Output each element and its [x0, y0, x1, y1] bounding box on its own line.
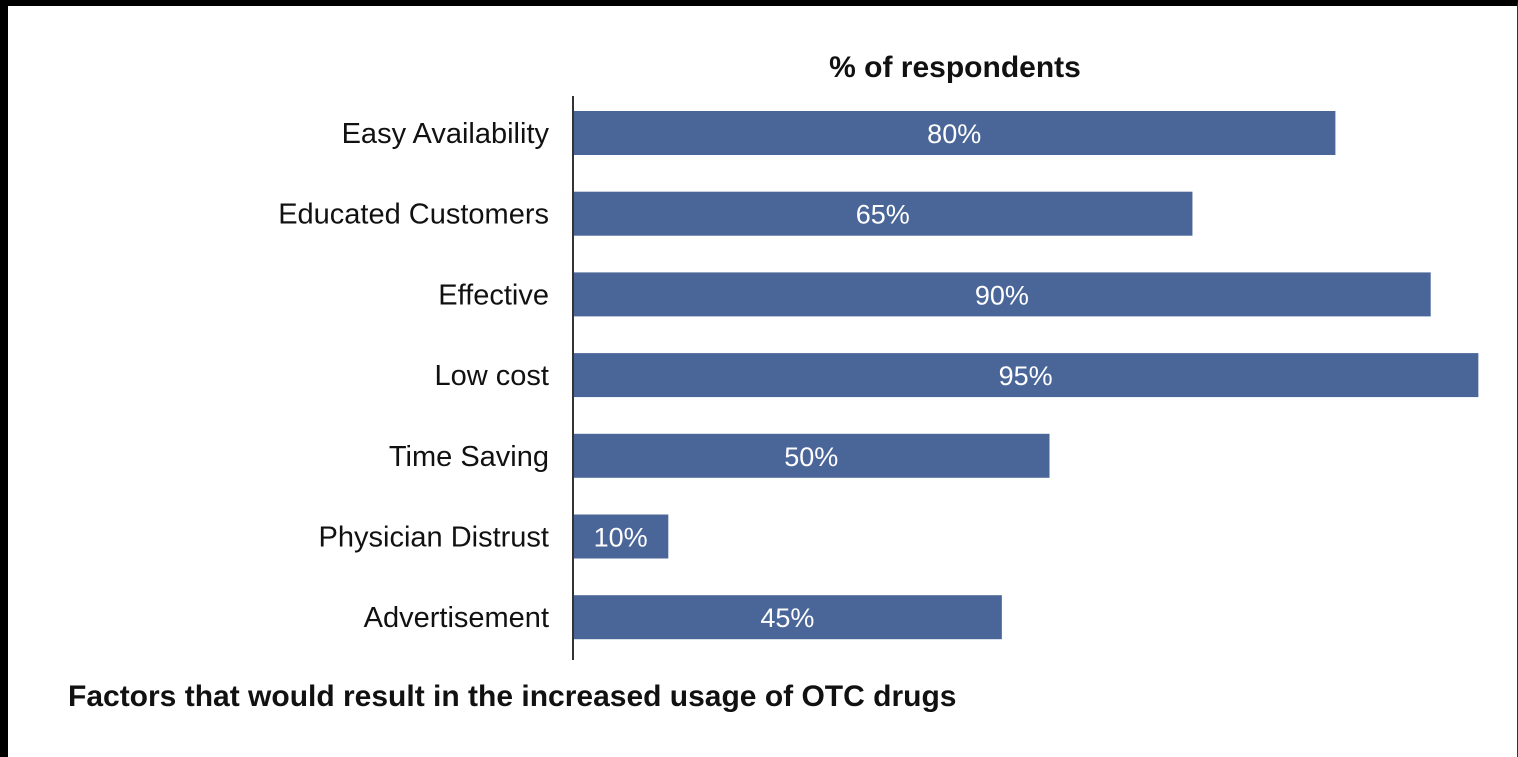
category-label-5: Physician Distrust [319, 522, 549, 554]
bar-1 [573, 191, 1193, 236]
value-label-3: 95% [999, 361, 1053, 391]
category-label-3: Low cost [435, 360, 549, 392]
category-label-0: Easy Availability [342, 118, 550, 150]
value-label-0: 80% [927, 119, 981, 149]
chart-caption: Factors that would result in the increas… [68, 680, 957, 713]
bar-2 [573, 272, 1431, 317]
bar-4 [573, 433, 1050, 478]
bar-3 [573, 353, 1479, 398]
category-label-6: Advertisement [364, 602, 549, 634]
value-label-5: 10% [594, 523, 648, 553]
category-label-2: Effective [438, 279, 549, 311]
value-label-4: 50% [784, 442, 838, 472]
category-label-1: Educated Customers [278, 199, 549, 231]
bar-0 [573, 111, 1336, 155]
bar-6 [573, 595, 1002, 640]
bar-5 [573, 514, 669, 559]
bars-group: Easy Availability 80% Educated Customers 65… [278, 111, 1479, 640]
chart-axis-title: % of respondents [829, 51, 1081, 84]
value-label-6: 45% [760, 603, 814, 633]
category-label-4: Time Saving [389, 441, 549, 473]
value-label-1: 65% [856, 200, 910, 230]
value-label-2: 90% [975, 280, 1029, 310]
